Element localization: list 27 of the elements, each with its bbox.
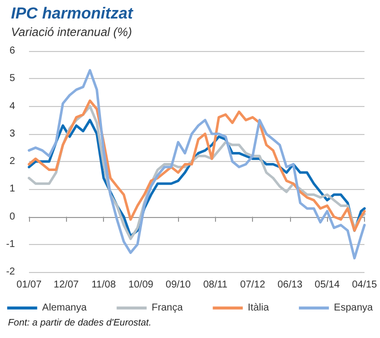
x-tick-label: 01/07 [16,280,42,290]
chart-subtitle: Variació interanual (%) [11,25,132,39]
y-tick-label: -2 [6,266,16,278]
x-tick-label: 05/14 [314,280,340,290]
y-tick-label: 0 [9,211,16,222]
x-tick-label: 06/13 [277,280,303,290]
legend-label: Espanya [334,302,374,314]
y-tick-label: 5 [9,73,16,84]
x-tick-label: 07/12 [240,280,266,290]
x-tick-label: 10/09 [128,280,154,290]
x-tick-label: 04/15 [352,280,378,290]
legend-label: França [152,302,184,314]
y-tick-label: 1 [9,184,16,195]
legend-label: Itàlia [248,302,270,314]
chart-title: IPC harmonitzat [11,6,134,22]
line-series [28,69,366,260]
y-tick-label: 3 [9,128,16,140]
x-tick-label: 09/10 [166,280,192,290]
text: Font: a partir de dades d'Eurostat. [8,318,152,328]
y-tick-label: 6 [9,46,16,56]
y-tick-label: -1 [6,238,16,250]
x-tick-label: 11/08 [91,280,116,290]
legend-label: Alemanya [42,302,88,314]
y-tick-label: 2 [9,156,16,167]
y-tick-label: 4 [9,100,16,112]
x-tick-label: 12/07 [54,280,80,290]
x-tick-label: 08/11 [203,280,228,290]
